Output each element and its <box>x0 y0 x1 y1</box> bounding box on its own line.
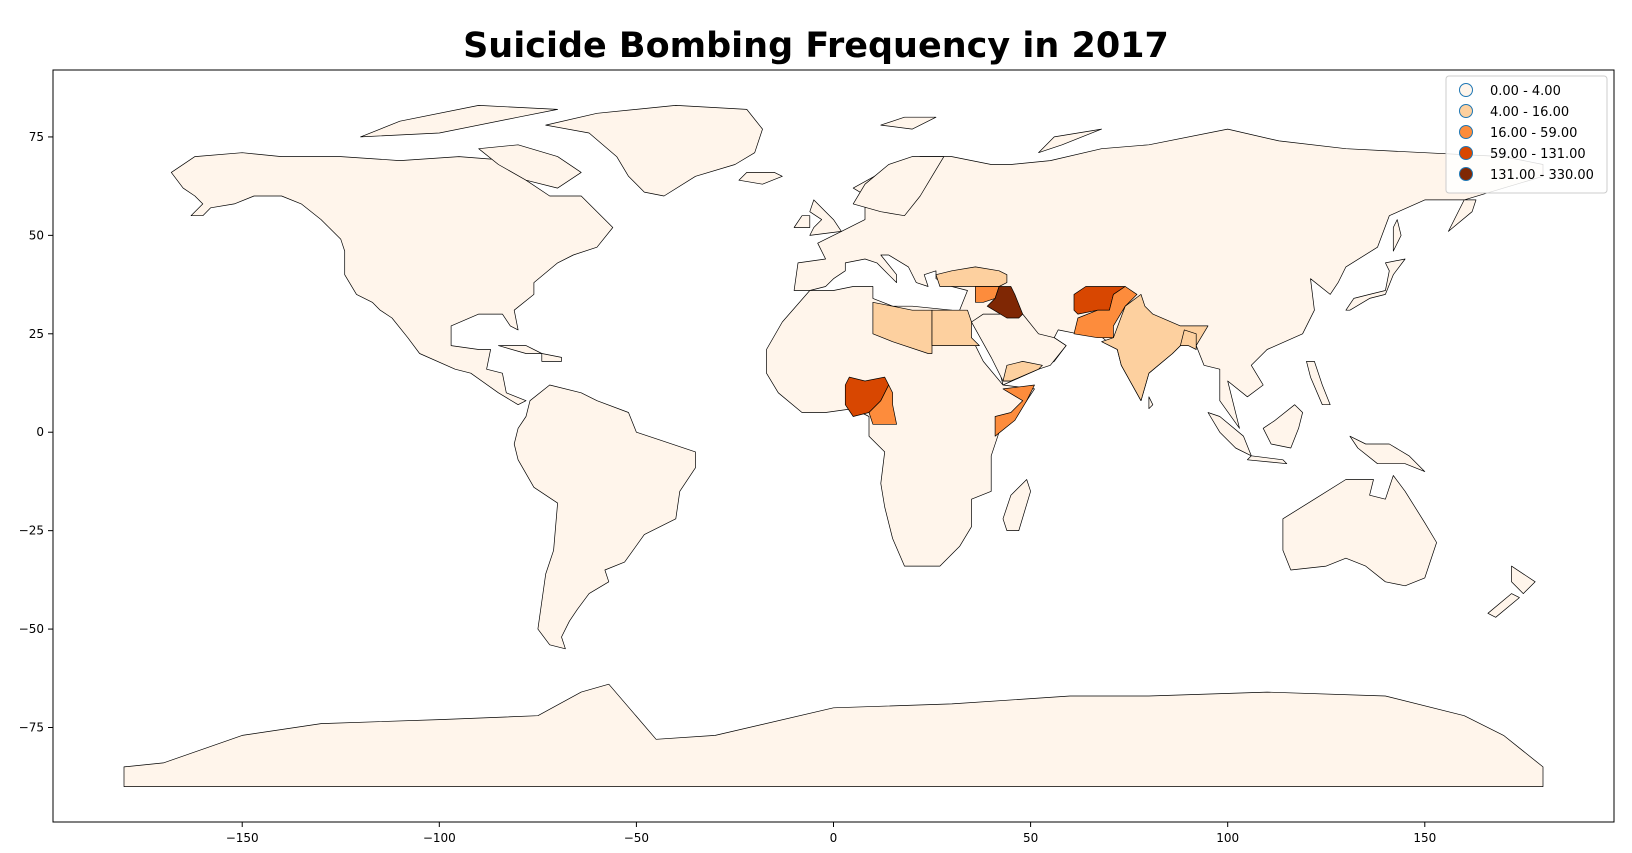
y-tick-label: 0 <box>36 425 44 439</box>
legend-label: 16.00 - 59.00 <box>1490 126 1577 141</box>
land-layer <box>123 105 1544 787</box>
y-tick-label: 50 <box>29 228 44 242</box>
x-tick-label: 0 <box>830 831 838 845</box>
legend-marker <box>1459 146 1473 160</box>
chart-title: Suicide Bombing Frequency in 2017 <box>463 26 1169 66</box>
country-cameroon <box>868 384 897 425</box>
country-eurasia <box>793 128 1544 429</box>
country-novaya-zemlya <box>1038 128 1102 154</box>
country-greenland <box>545 105 763 197</box>
country-hispaniola <box>541 353 562 362</box>
x-tick-label: −150 <box>226 831 259 845</box>
x-tick-label: −50 <box>624 831 649 845</box>
country-new-guinea <box>1349 435 1426 472</box>
legend-marker <box>1459 125 1473 139</box>
y-tick-label: −25 <box>19 524 44 538</box>
country-sri-lanka <box>1148 396 1154 409</box>
country-nigeria <box>844 376 890 417</box>
country-java <box>1247 455 1288 465</box>
country-canadian-arctic-islands <box>360 105 558 138</box>
country-australia <box>1282 475 1437 587</box>
x-tick-label: −100 <box>423 831 456 845</box>
y-tick-label: −50 <box>19 622 44 636</box>
country-philippines <box>1306 361 1331 406</box>
y-tick-label: −75 <box>19 721 44 735</box>
country-turkey <box>935 266 1008 287</box>
legend-marker <box>1459 104 1473 118</box>
y-axis: −75 −50 −25 0 25 50 75 <box>19 130 53 735</box>
legend-marker <box>1459 167 1473 181</box>
legend-label: 131.00 - 330.00 <box>1490 168 1594 183</box>
country-madagascar <box>1002 479 1031 531</box>
country-north-america <box>170 152 614 406</box>
x-tick-label: 150 <box>1413 831 1436 845</box>
country-new-zealand-north <box>1511 565 1536 594</box>
country-new-zealand-south <box>1487 593 1520 618</box>
country-syria <box>975 286 1000 303</box>
country-bangladesh <box>1180 329 1197 350</box>
country-egypt <box>931 309 980 346</box>
country-svalbard <box>880 116 937 130</box>
country-japan <box>1345 258 1406 311</box>
legend-box <box>1445 75 1608 194</box>
x-tick-label: 50 <box>1023 831 1038 845</box>
country-yemen <box>1002 361 1043 382</box>
country-antarctica <box>123 683 1544 787</box>
legend-label: 59.00 - 131.00 <box>1490 147 1586 162</box>
country-pakistan <box>1073 286 1138 339</box>
country-south-america <box>513 384 696 650</box>
x-tick-label: 100 <box>1216 831 1239 845</box>
country-sakhalin <box>1392 219 1402 252</box>
country-somalia <box>994 384 1035 437</box>
country-iceland <box>738 172 783 185</box>
country-africa <box>766 286 1035 567</box>
y-tick-label: 25 <box>29 327 44 341</box>
legend-marker <box>1459 83 1473 97</box>
legend-label: 4.00 - 16.00 <box>1490 105 1569 120</box>
country-ireland <box>793 215 811 228</box>
legend: 0.00 - 4.00 4.00 - 16.00 16.00 - 59.00 59.0… <box>1445 75 1608 194</box>
country-baffin-island <box>478 144 582 189</box>
y-tick-label: 75 <box>29 130 44 144</box>
country-borneo <box>1262 404 1303 449</box>
legend-label: 0.00 - 4.00 <box>1490 84 1561 99</box>
country-great-britain <box>809 199 842 236</box>
country-libya <box>872 301 933 354</box>
country-scandinavia <box>852 156 945 217</box>
x-axis: −150 −100 −50 0 50 100 150 <box>226 822 1436 845</box>
country-iraq <box>986 286 1024 319</box>
